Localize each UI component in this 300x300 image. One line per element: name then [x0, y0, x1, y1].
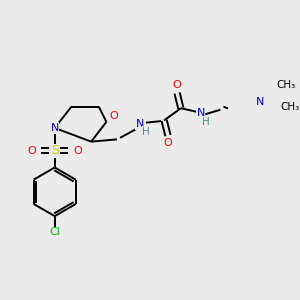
Text: H: H — [202, 117, 210, 127]
Text: Cl: Cl — [49, 227, 60, 237]
Text: O: O — [73, 146, 82, 156]
Text: N: N — [196, 108, 205, 118]
Text: H: H — [142, 127, 150, 137]
Text: N: N — [256, 97, 264, 107]
Text: N: N — [50, 123, 59, 133]
Text: CH₃: CH₃ — [281, 102, 300, 112]
Text: O: O — [28, 146, 36, 156]
Text: S: S — [51, 144, 59, 157]
Text: O: O — [110, 111, 118, 121]
Text: CH₃: CH₃ — [276, 80, 296, 90]
Text: O: O — [173, 80, 182, 90]
Text: N: N — [136, 119, 144, 129]
Text: O: O — [164, 138, 172, 148]
